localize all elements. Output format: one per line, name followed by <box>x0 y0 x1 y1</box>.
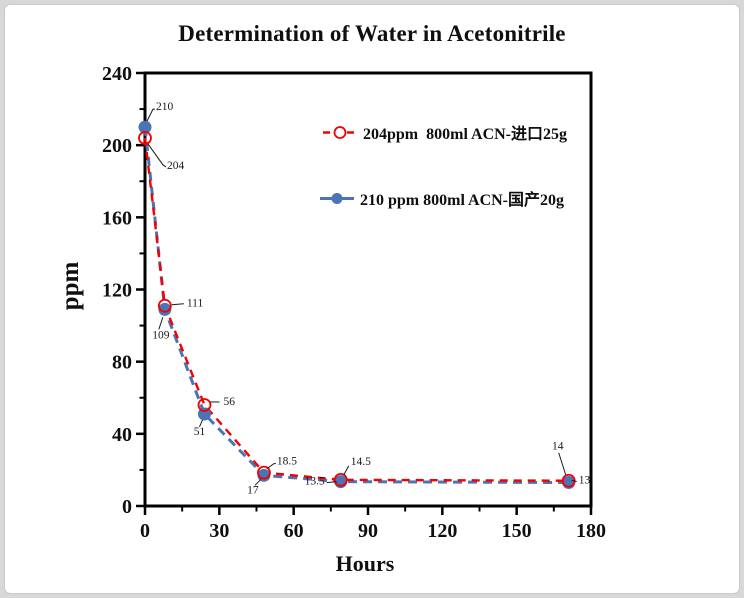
x-tick-label: 180 <box>576 520 606 542</box>
data-point-label: 109 <box>152 329 170 341</box>
legend-label: 210 ppm 800ml ACN-国产20g <box>360 192 565 209</box>
x-tick-label: 120 <box>427 520 457 542</box>
dashed-open-circle-legend-icon <box>323 125 357 140</box>
annotation-leader <box>266 463 276 470</box>
y-tick-label: 240 <box>102 63 132 85</box>
legend-item-series-204ppm: 204ppm 800ml ACN-进口25g <box>323 120 567 144</box>
line-filled-circle-legend-icon <box>320 191 354 206</box>
x-axis-title: Hours <box>335 551 395 576</box>
x-tick-label: 150 <box>502 520 532 542</box>
annotation-leader <box>158 317 164 330</box>
annotation-leader <box>571 480 577 483</box>
data-point-marker <box>138 131 152 145</box>
x-tick-label: 60 <box>284 520 304 542</box>
data-point-label: 13.5 <box>305 476 325 488</box>
data-point-marker <box>158 302 172 316</box>
y-tick-label: 80 <box>112 352 132 374</box>
data-point-label: 204 <box>167 160 185 172</box>
series-line-1 <box>143 126 569 485</box>
series-line-0 <box>143 137 569 482</box>
data-point-label: 14.5 <box>351 456 371 468</box>
chart-title: Determination of Water in Acetonitrile <box>178 21 566 46</box>
annotation-leader <box>199 419 203 428</box>
data-point-label: 14 <box>552 441 564 453</box>
data-point-marker <box>257 465 271 480</box>
chart-card <box>4 4 740 594</box>
annotation-leader <box>147 143 167 168</box>
annotation-leader <box>343 465 350 476</box>
y-tick-label: 40 <box>112 424 132 446</box>
data-point-marker <box>197 398 212 412</box>
data-point-label: 17 <box>247 484 259 496</box>
data-point-label: 51 <box>194 426 206 438</box>
y-tick-label: 120 <box>102 280 132 302</box>
data-point-label: 18.5 <box>277 456 297 468</box>
data-point-label: 56 <box>223 396 235 408</box>
data-point-marker <box>157 298 172 313</box>
annotation-leader <box>326 481 337 484</box>
data-point-label: 13 <box>579 475 591 487</box>
x-tick-label: 0 <box>140 520 150 542</box>
annotation-leader <box>146 108 155 122</box>
legend-item-series-210ppm: 210 ppm 800ml ACN-国产20g <box>320 186 564 210</box>
annotation-leader <box>558 452 567 475</box>
data-point-marker <box>138 120 152 134</box>
x-tick-label: 90 <box>358 520 378 542</box>
annotation-leader <box>171 303 184 306</box>
legend-label: 204ppm 800ml ACN-进口25g <box>363 126 568 143</box>
data-point-label: 210 <box>156 101 174 113</box>
data-point-marker <box>257 468 271 482</box>
data-point-marker <box>333 472 348 487</box>
y-tick-label: 200 <box>102 135 132 157</box>
x-tick-label: 30 <box>209 520 229 542</box>
annotation-leader <box>254 478 262 486</box>
y-tick-label: 160 <box>102 207 132 229</box>
data-point-label: 111 <box>187 298 204 310</box>
y-tick-label: 0 <box>122 496 132 518</box>
